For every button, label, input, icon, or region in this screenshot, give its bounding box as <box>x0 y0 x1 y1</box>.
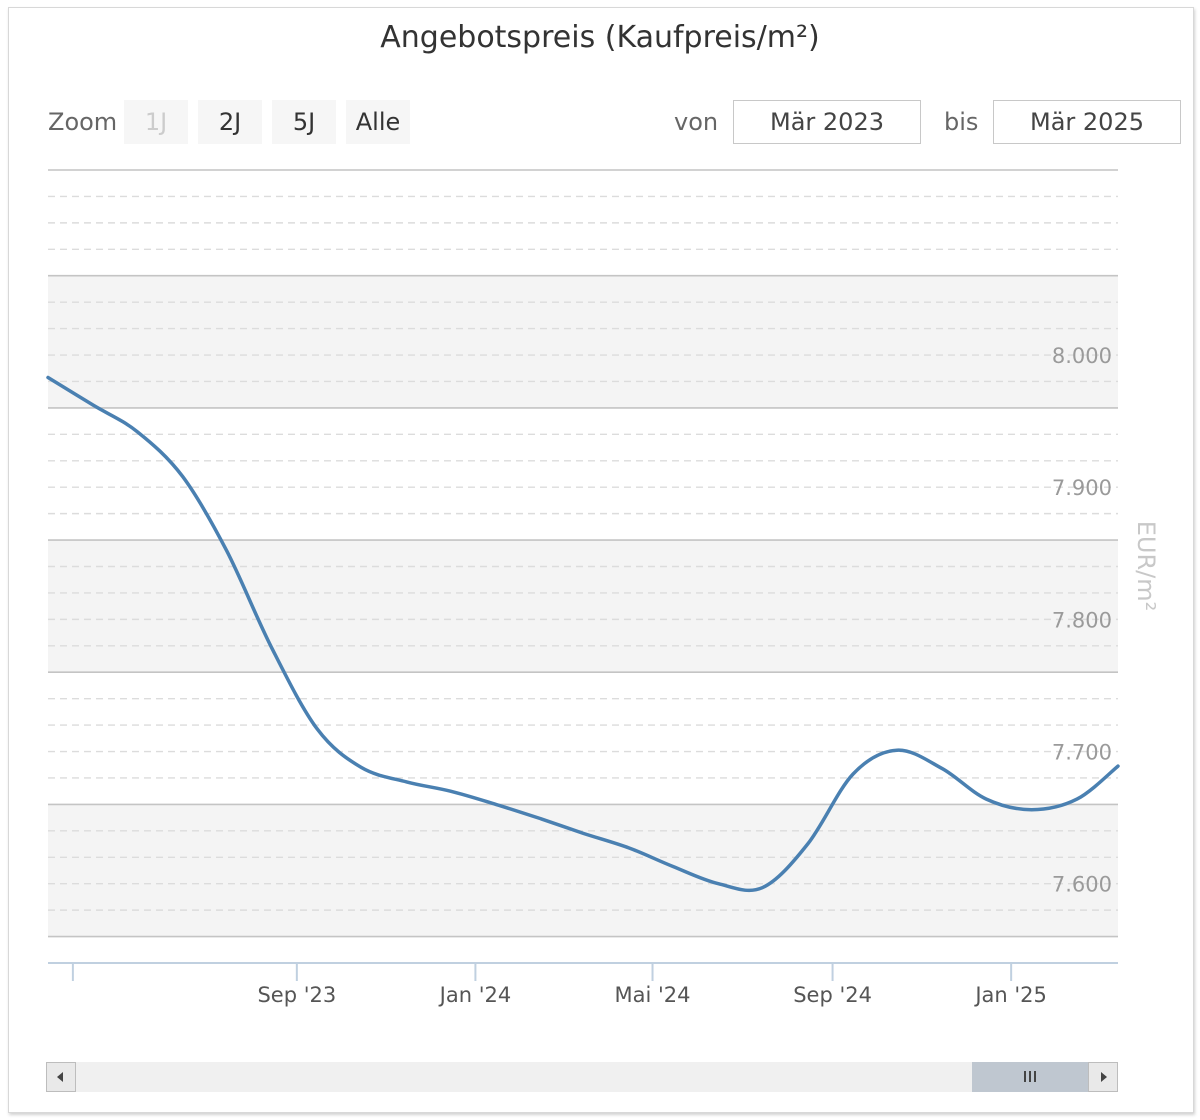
navigator-scrollbar[interactable] <box>46 1062 1118 1092</box>
zoom-2j-button[interactable]: 2J <box>198 100 262 144</box>
arrow-right-icon <box>1101 1072 1107 1082</box>
scroll-left-button[interactable] <box>46 1062 76 1092</box>
zoom-label: Zoom <box>48 108 118 136</box>
arrow-left-icon <box>57 1072 63 1082</box>
x-tick-label: Mai '24 <box>615 983 691 1007</box>
zoom-1j-button[interactable]: 1J <box>124 100 188 144</box>
zoom-5j-button[interactable]: 5J <box>272 100 336 144</box>
to-label: bis <box>944 108 979 136</box>
plot-band <box>48 540 1118 673</box>
x-tick-label: Jan '25 <box>973 983 1047 1007</box>
y-tick-label: 7.700 <box>1052 741 1112 765</box>
scroll-right-button[interactable] <box>1088 1062 1118 1092</box>
grip-icon <box>1024 1071 1026 1082</box>
from-date-input[interactable]: Mär 2023 <box>733 100 921 144</box>
y-tick-label: 7.900 <box>1052 476 1112 500</box>
scrollbar-thumb[interactable] <box>972 1062 1088 1092</box>
x-tick-label: Sep '24 <box>793 983 872 1007</box>
line-chart: 7.600 7.700 7.800 7.900 8.000 EUR/m² Sep '23 Ja… <box>46 169 1160 1007</box>
x-tick-label: Jan '24 <box>438 983 512 1007</box>
grip-icon <box>1029 1071 1031 1082</box>
plot-band <box>48 804 1118 937</box>
from-label: von <box>674 108 719 136</box>
price-series-line <box>46 375 1120 893</box>
x-tick-label: Sep '23 <box>257 983 336 1007</box>
y-tick-label: 7.600 <box>1052 873 1112 897</box>
y-axis-title: EUR/m² <box>1132 521 1160 612</box>
y-tick-label: 8.000 <box>1052 344 1112 368</box>
to-date-input[interactable]: Mär 2025 <box>993 100 1181 144</box>
y-tick-label: 7.800 <box>1052 608 1112 632</box>
plot-band <box>48 275 1118 408</box>
zoom-all-button[interactable]: Alle <box>346 100 410 144</box>
grip-icon <box>1034 1071 1036 1082</box>
chart-title: Angebotspreis (Kaufpreis/m²) <box>380 20 820 55</box>
